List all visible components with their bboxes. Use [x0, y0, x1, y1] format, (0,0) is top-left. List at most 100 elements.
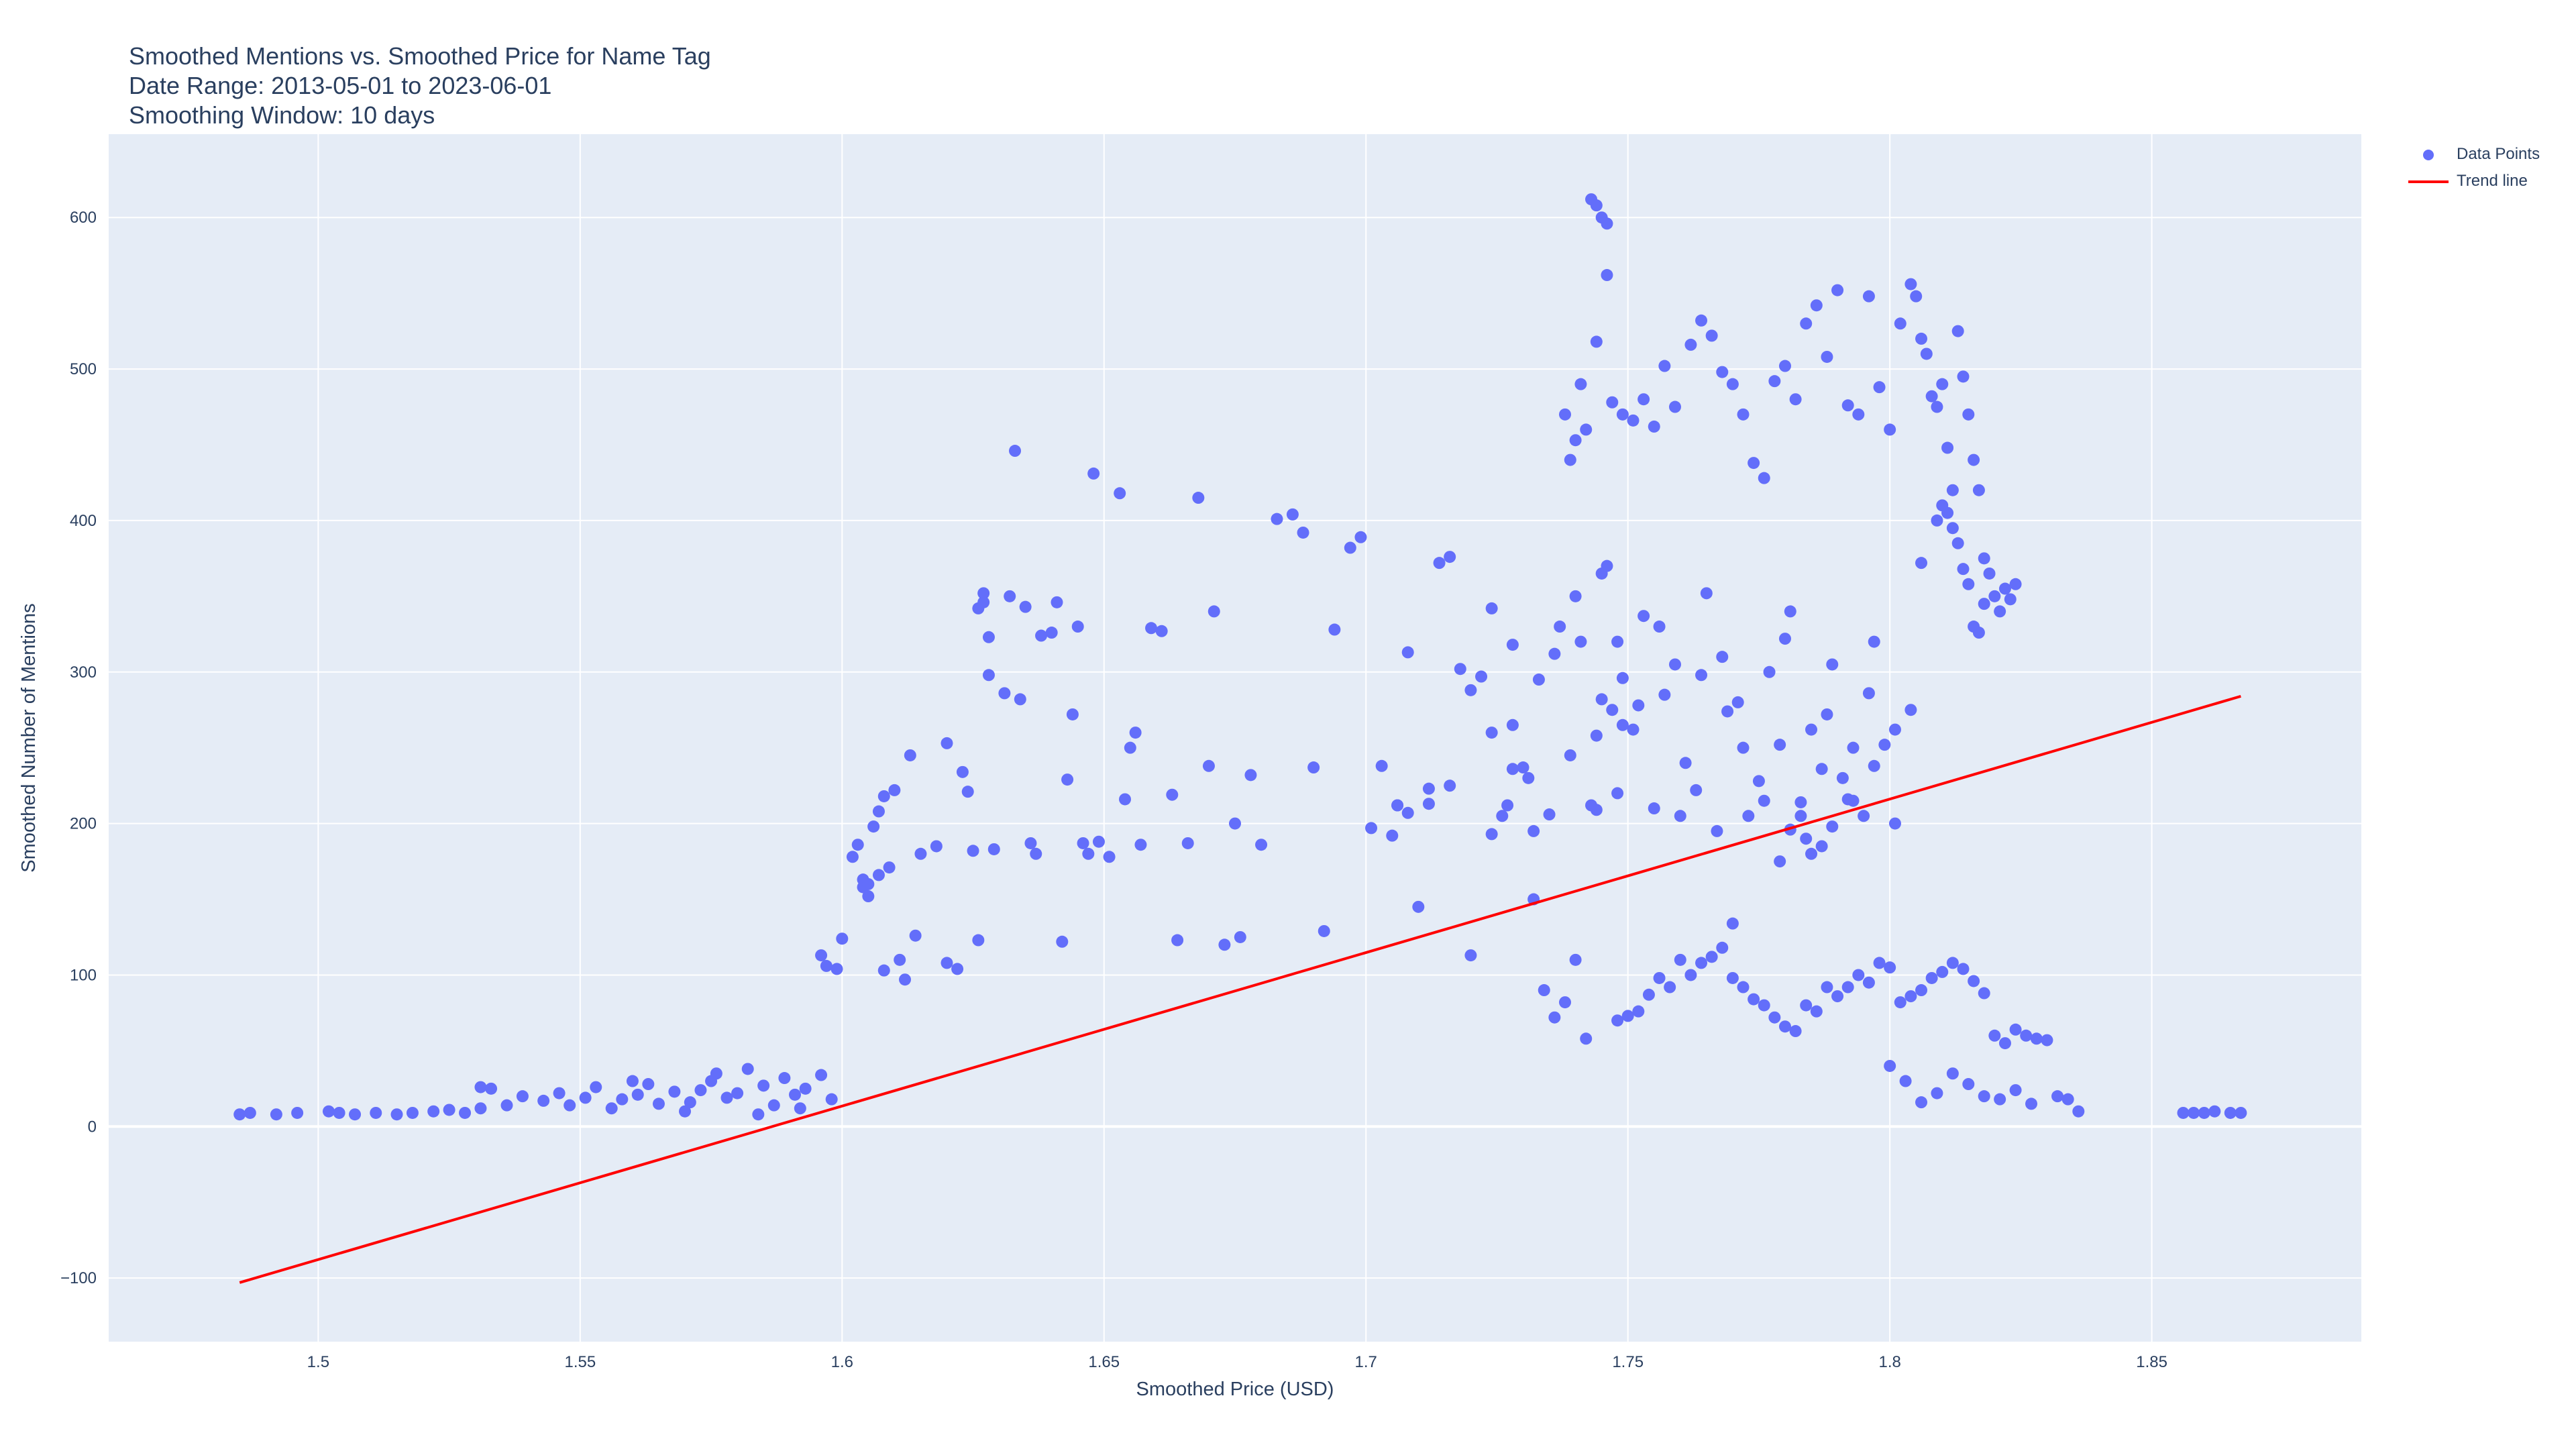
data-point[interactable] — [1517, 761, 1529, 774]
data-point[interactable] — [972, 934, 985, 947]
trend-line[interactable] — [239, 694, 2241, 1284]
data-point[interactable] — [1831, 990, 1844, 1003]
data-point[interactable] — [1532, 674, 1545, 686]
data-point[interactable] — [2004, 593, 2017, 606]
data-point[interactable] — [616, 1093, 629, 1106]
data-point[interactable] — [1695, 314, 1708, 327]
data-point[interactable] — [1915, 984, 1928, 997]
data-point[interactable] — [2009, 578, 2022, 590]
data-point[interactable] — [474, 1102, 487, 1115]
data-point[interactable] — [1464, 949, 1477, 962]
data-point[interactable] — [1601, 217, 1613, 230]
data-point[interactable] — [1962, 1078, 1975, 1091]
data-point[interactable] — [1936, 378, 1949, 390]
data-point[interactable] — [642, 1078, 655, 1091]
data-point[interactable] — [1119, 793, 1132, 806]
data-point[interactable] — [1684, 338, 1697, 351]
data-point[interactable] — [1994, 605, 2006, 618]
data-point[interactable] — [1768, 375, 1781, 388]
data-point[interactable] — [894, 953, 906, 966]
data-point[interactable] — [1998, 1037, 2011, 1050]
data-point[interactable] — [904, 749, 916, 761]
data-point[interactable] — [1951, 325, 1964, 337]
data-point[interactable] — [1894, 317, 1907, 330]
data-point[interactable] — [1616, 718, 1629, 731]
data-point[interactable] — [998, 687, 1011, 700]
data-point[interactable] — [1994, 1093, 2006, 1106]
data-point[interactable] — [631, 1088, 644, 1101]
data-point[interactable] — [1915, 332, 1928, 345]
data-point[interactable] — [1375, 759, 1388, 772]
data-point[interactable] — [982, 631, 995, 643]
data-point[interactable] — [1208, 605, 1220, 618]
data-point[interactable] — [1831, 284, 1844, 297]
data-point[interactable] — [1763, 665, 1776, 678]
data-point[interactable] — [1711, 824, 1723, 837]
data-point[interactable] — [1218, 938, 1231, 951]
data-point[interactable] — [1815, 763, 1828, 775]
data-point[interactable] — [1632, 1005, 1645, 1018]
data-point[interactable] — [1888, 723, 1901, 736]
data-point[interactable] — [1789, 1025, 1802, 1038]
data-point[interactable] — [1800, 999, 1813, 1012]
data-point[interactable] — [1884, 423, 1896, 436]
data-point[interactable] — [1726, 917, 1739, 930]
data-point[interactable] — [1805, 723, 1818, 736]
data-point[interactable] — [1391, 799, 1404, 812]
data-point[interactable] — [862, 877, 875, 890]
data-point[interactable] — [815, 949, 828, 962]
data-point[interactable] — [1506, 639, 1519, 651]
data-point[interactable] — [1904, 704, 1917, 716]
data-point[interactable] — [1748, 993, 1760, 1006]
data-point[interactable] — [1858, 810, 1870, 822]
data-point[interactable] — [877, 964, 890, 977]
data-point[interactable] — [1192, 492, 1205, 504]
data-point[interactable] — [2030, 1032, 2043, 1045]
data-point[interactable] — [652, 1097, 665, 1110]
data-point[interactable] — [967, 845, 979, 857]
data-point[interactable] — [1910, 290, 1923, 303]
data-point[interactable] — [1585, 799, 1598, 812]
data-point[interactable] — [1077, 837, 1089, 849]
data-point[interactable] — [1705, 951, 1718, 963]
data-point[interactable] — [1202, 759, 1215, 772]
data-point[interactable] — [1244, 769, 1257, 782]
data-point[interactable] — [1114, 487, 1126, 500]
data-point[interactable] — [1255, 839, 1268, 851]
data-point[interactable] — [1899, 1075, 1912, 1087]
data-point[interactable] — [1464, 684, 1477, 696]
data-point[interactable] — [1574, 635, 1587, 648]
data-point[interactable] — [1354, 531, 1367, 543]
data-point[interactable] — [1826, 820, 1839, 833]
data-point[interactable] — [1653, 971, 1666, 984]
data-point[interactable] — [1627, 414, 1640, 427]
data-point[interactable] — [877, 790, 890, 802]
data-point[interactable] — [1401, 646, 1414, 659]
data-point[interactable] — [1548, 647, 1561, 660]
data-point[interactable] — [799, 1082, 812, 1095]
data-point[interactable] — [516, 1090, 529, 1103]
data-point[interactable] — [815, 1069, 828, 1081]
data-point[interactable] — [1794, 796, 1807, 808]
data-point[interactable] — [1888, 817, 1901, 830]
data-point[interactable] — [1774, 739, 1786, 751]
data-point[interactable] — [1024, 837, 1037, 849]
data-point[interactable] — [564, 1099, 576, 1112]
data-point[interactable] — [1580, 423, 1593, 436]
data-point[interactable] — [1758, 794, 1770, 807]
data-point[interactable] — [1485, 727, 1498, 739]
data-point[interactable] — [1946, 484, 1959, 496]
data-point[interactable] — [1035, 629, 1048, 642]
data-point[interactable] — [1658, 688, 1671, 701]
data-point[interactable] — [930, 840, 943, 853]
data-point[interactable] — [1862, 976, 1875, 989]
data-point[interactable] — [1716, 651, 1729, 663]
data-point[interactable] — [1501, 799, 1514, 812]
data-point[interactable] — [270, 1108, 282, 1121]
data-point[interactable] — [1873, 957, 1886, 969]
data-point[interactable] — [1527, 824, 1540, 837]
data-point[interactable] — [333, 1106, 345, 1119]
data-point[interactable] — [1668, 400, 1681, 413]
data-point[interactable] — [1873, 381, 1886, 394]
data-point[interactable] — [1684, 969, 1697, 981]
